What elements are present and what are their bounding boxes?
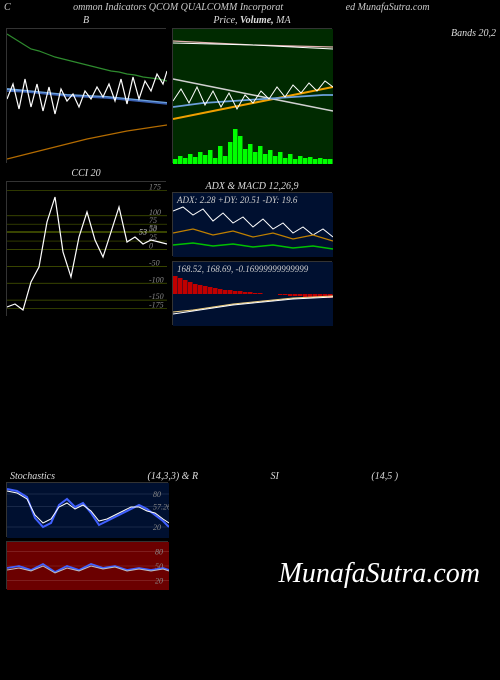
svg-text:-175: -175	[149, 301, 164, 310]
svg-text:57.26: 57.26	[153, 503, 169, 512]
panel-cci: CCI 20 175100755350250-50-100-150-17553	[6, 181, 166, 316]
chart-rsi: 805020	[7, 542, 169, 590]
page-header: C ommon Indicators QCOM QUALCOMM Incorpo…	[0, 0, 500, 14]
bb-title: B	[7, 15, 165, 26]
chart-bbands	[7, 29, 167, 164]
watermark: MunafaSutra.com	[279, 558, 480, 590]
svg-text:80: 80	[153, 490, 161, 499]
macd-values: 168.52, 168.69, -0.16999999999999	[177, 264, 308, 274]
chart-stoch: 80 57.26 20	[7, 483, 169, 538]
hdr-left: C	[4, 2, 11, 13]
panel-stoch: 80 57.26 20	[6, 482, 168, 537]
svg-text:20: 20	[155, 576, 163, 585]
stoch-title: Stochastics (14,3,3) & R SI (14,5 )	[6, 471, 496, 482]
panel-rsi: 805020	[6, 541, 168, 589]
svg-text:80: 80	[155, 548, 163, 557]
svg-text:-100: -100	[149, 275, 164, 284]
col-adx-macd: ADX & MACD 12,26,9 ADX: 2.28 +DY: 20.51 …	[172, 181, 332, 325]
chart-ma	[173, 29, 333, 164]
chart-cci: 175100755350250-50-100-150-17553	[7, 182, 167, 317]
hdr-mid: ommon Indicators QCOM QUALCOMM Incorpora…	[73, 2, 283, 13]
svg-text:175: 175	[149, 182, 161, 191]
hdr-right: ed MunafaSutra.com	[346, 2, 430, 13]
adx-title: ADX & MACD 12,26,9	[172, 181, 332, 192]
panel-adx: ADX: 2.28 +DY: 20.51 -DY: 19.6	[172, 192, 332, 256]
svg-text:-50: -50	[149, 258, 160, 267]
svg-text:53: 53	[139, 228, 147, 237]
adx-values: ADX: 2.28 +DY: 20.51 -DY: 19.6	[177, 195, 297, 205]
ma-title: Price, Volume, MA	[173, 15, 331, 26]
bands-label: Bands 20,2	[338, 28, 500, 39]
svg-text:0: 0	[149, 242, 153, 251]
svg-text:20: 20	[153, 523, 161, 532]
panel-ma: Price, Volume, MA	[172, 28, 332, 163]
panel-bbands: B	[6, 28, 166, 163]
cci-title: CCI 20	[7, 168, 165, 179]
panel-macd: 168.52, 168.69, -0.16999999999999	[172, 261, 332, 325]
